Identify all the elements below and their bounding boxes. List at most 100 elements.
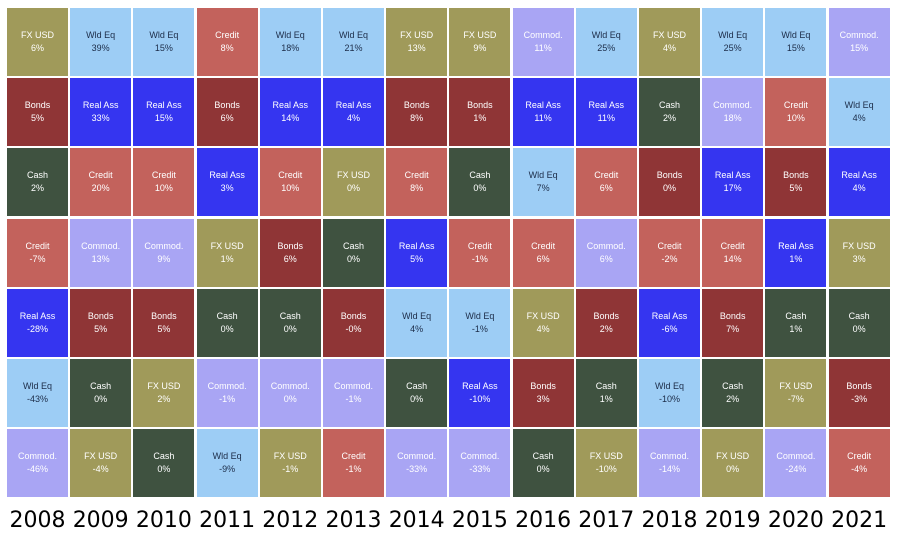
asset-label: Wld Eq — [844, 100, 874, 111]
return-value: 2% — [726, 394, 740, 404]
return-cell: Bonds 6% — [259, 218, 321, 287]
return-cell: Bonds 8% — [386, 78, 448, 147]
return-cell: FX USD -4% — [70, 429, 132, 498]
return-value: 0% — [346, 183, 360, 194]
return-value: 0% — [662, 183, 676, 194]
return-value: 8% — [410, 113, 424, 124]
return-cell: Commod. 0% — [259, 359, 321, 427]
asset-label: Credit — [278, 170, 303, 181]
return-value: 25% — [597, 43, 616, 53]
return-cell: Cash 0% — [70, 359, 132, 427]
return-cell: Commod. 18% — [702, 78, 764, 147]
return-cell: Real Ass 3% — [196, 148, 258, 217]
asset-label: Wld Eq — [465, 310, 495, 321]
return-value: 4% — [346, 113, 360, 124]
return-cell: Real Ass 17% — [702, 148, 764, 217]
return-value: 4% — [852, 113, 866, 124]
asset-label: Wld Eq — [591, 30, 621, 40]
asset-label: Cash — [216, 310, 238, 321]
return-value: 7% — [726, 323, 740, 334]
return-cell: Cash 0% — [323, 218, 384, 287]
asset-label: Wld Eq — [338, 30, 368, 40]
asset-label: Bonds — [403, 100, 430, 111]
asset-label: Real Ass — [714, 170, 751, 181]
asset-label: Wld Eq — [275, 30, 305, 40]
asset-label: Cash — [342, 240, 364, 251]
return-value: 3% — [220, 183, 234, 194]
asset-label: Cash — [153, 451, 175, 462]
asset-label: Bonds — [846, 381, 872, 391]
asset-label: Real Ass — [588, 100, 625, 111]
return-value: 1% — [220, 253, 234, 264]
asset-label: Credit — [151, 170, 176, 181]
return-value: -7% — [29, 253, 46, 264]
asset-label: Cash — [26, 170, 48, 181]
return-value: 13% — [91, 253, 110, 264]
asset-label: Real Ass — [841, 170, 877, 181]
return-cell: Credit 10% — [133, 148, 195, 217]
asset-label: Wld Eq — [718, 30, 748, 40]
return-value: -6% — [661, 323, 678, 334]
return-cell: Credit 8% — [196, 8, 258, 76]
asset-returns-quilt-grid: FX USD 6% Bonds 5% Cash 2% Credit -7% Real Ass -2… — [7, 8, 890, 498]
asset-label: FX USD — [84, 451, 118, 462]
return-value: -28% — [26, 323, 48, 334]
return-cell: Bonds 0% — [639, 148, 700, 217]
return-cell: Real Ass 4% — [323, 78, 384, 147]
return-cell: Cash 2% — [702, 359, 764, 427]
asset-label: Cash — [469, 170, 491, 181]
return-cell: Commod. 6% — [575, 218, 637, 287]
asset-label: Cash — [532, 451, 554, 462]
return-cell: Wld Eq 4% — [828, 78, 890, 147]
return-value: 6% — [536, 253, 550, 264]
year-label: 2015 — [451, 508, 508, 533]
asset-label: Wld Eq — [781, 30, 811, 40]
return-cell: Credit -1% — [449, 218, 511, 287]
return-value: 1% — [789, 323, 803, 334]
return-value: -1% — [282, 464, 299, 475]
asset-label: Commod. — [333, 381, 373, 391]
return-cell: Credit 14% — [702, 218, 764, 287]
return-value: 25% — [723, 43, 742, 53]
asset-label: Real Ass — [525, 100, 561, 111]
asset-label: Cash — [722, 381, 744, 391]
return-value: 4% — [410, 323, 424, 334]
asset-label: Bonds — [151, 310, 177, 321]
return-cell: Credit 10% — [259, 148, 321, 217]
return-value: -1% — [345, 394, 362, 404]
return-cell: Commod. 13% — [70, 218, 132, 287]
return-value: 6% — [599, 253, 613, 264]
asset-label: Cash — [406, 381, 428, 391]
return-cell: Real Ass -6% — [639, 288, 700, 357]
asset-label: Wld Eq — [402, 310, 432, 321]
return-value: -1% — [471, 323, 488, 334]
return-cell: Cash 0% — [196, 288, 258, 357]
return-cell: Credit -1% — [323, 429, 384, 498]
return-value: 4% — [852, 183, 866, 194]
return-cell: Commod. -24% — [765, 429, 827, 498]
asset-label: Real Ass — [398, 240, 435, 251]
return-value: 15% — [154, 113, 173, 124]
asset-label: Commod. — [397, 451, 437, 462]
return-value: -46% — [26, 464, 48, 475]
return-cell: FX USD 2% — [133, 359, 195, 427]
return-value: 4% — [662, 43, 676, 53]
return-value: -10% — [595, 464, 617, 475]
return-cell: Credit 20% — [70, 148, 132, 217]
asset-label: Credit — [720, 240, 745, 251]
return-cell: Wld Eq -43% — [7, 359, 68, 427]
return-value: 0% — [726, 464, 740, 475]
return-value: -14% — [658, 464, 680, 475]
return-value: 9% — [473, 43, 487, 53]
asset-label: Wld Eq — [86, 30, 116, 40]
return-value: 10% — [786, 113, 805, 124]
return-cell: Bonds 7% — [702, 288, 764, 357]
asset-label: Commod. — [776, 451, 816, 462]
return-cell: FX USD 0% — [702, 429, 764, 498]
return-value: 2% — [599, 323, 613, 334]
year-label: 2017 — [578, 508, 635, 533]
asset-label: Commod. — [207, 381, 247, 391]
return-value: 20% — [91, 183, 110, 194]
asset-label: Credit — [531, 240, 556, 251]
return-cell: Wld Eq 15% — [765, 8, 827, 76]
